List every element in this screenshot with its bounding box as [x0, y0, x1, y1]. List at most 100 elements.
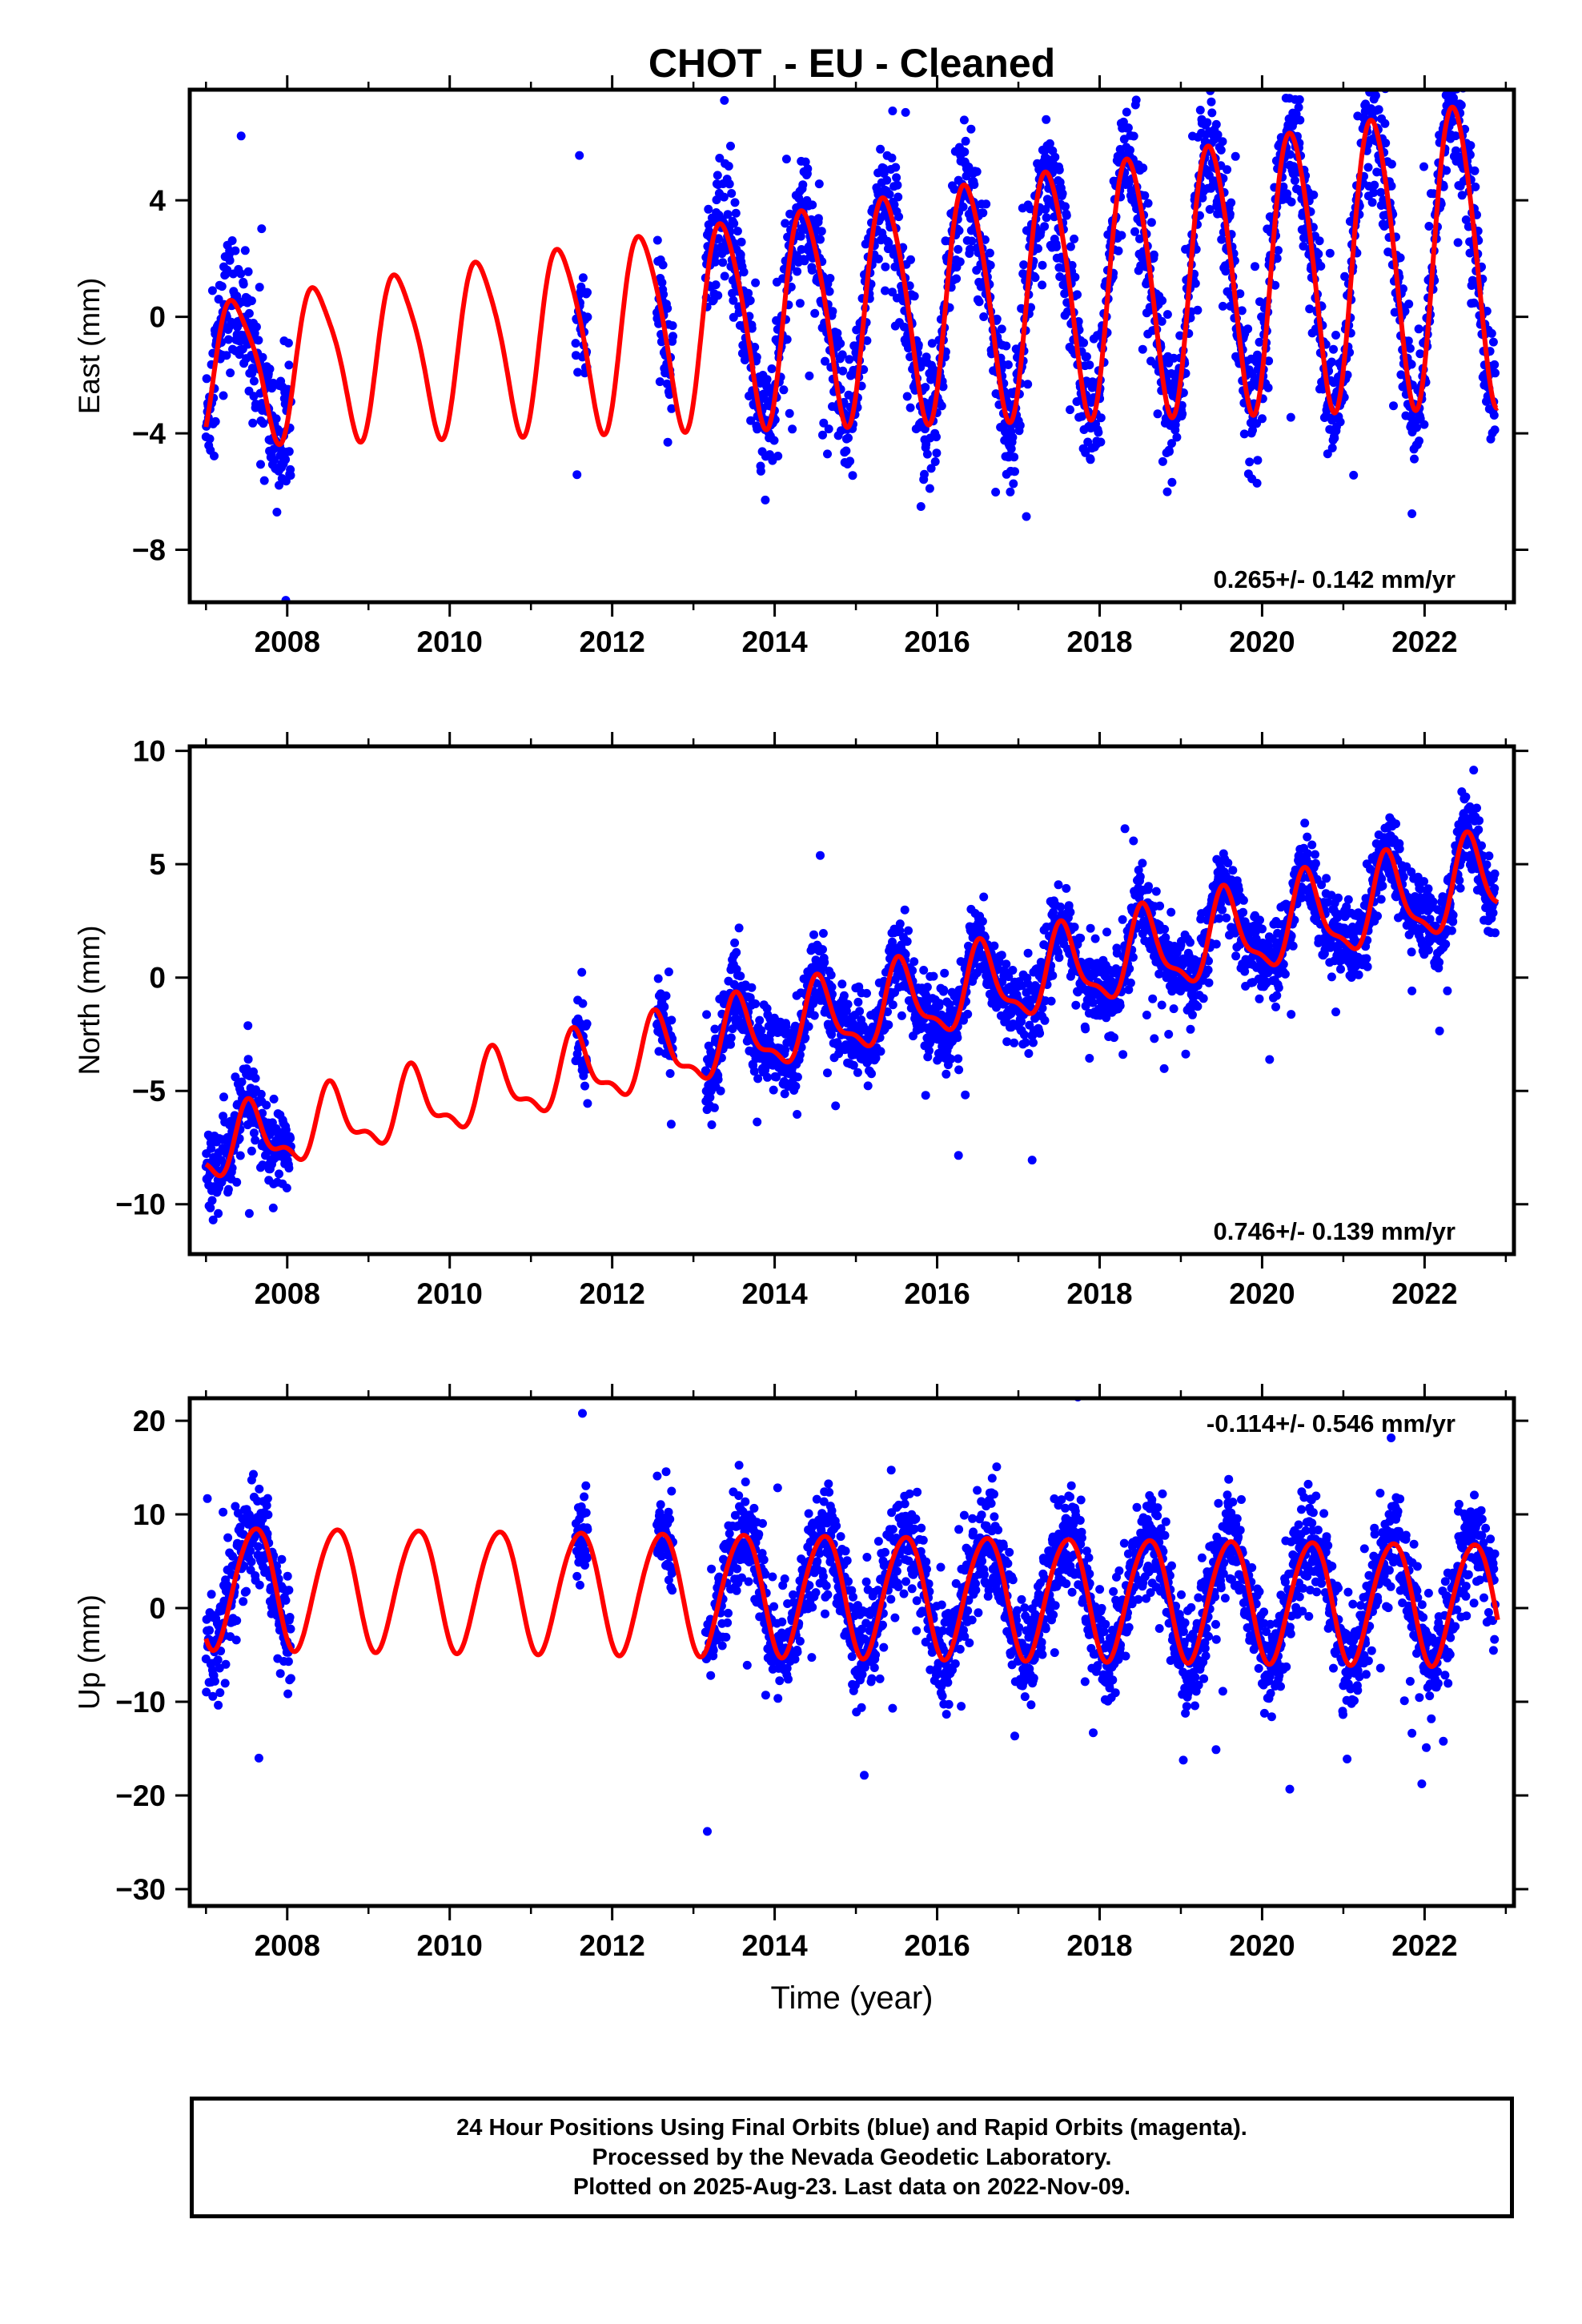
- data-point: [932, 448, 942, 458]
- data-point: [251, 1136, 260, 1145]
- data-point: [275, 480, 283, 490]
- data-point: [1003, 360, 1013, 369]
- data-point: [895, 919, 905, 929]
- data-point: [1415, 436, 1423, 446]
- data-point: [1017, 1017, 1026, 1027]
- data-point: [922, 449, 932, 459]
- data-point: [726, 1039, 735, 1049]
- data-point: [573, 368, 583, 377]
- data-point: [1070, 272, 1080, 282]
- data-point: [1294, 103, 1303, 112]
- data-point: [1222, 913, 1231, 923]
- data-point: [1317, 880, 1327, 890]
- data-point: [710, 257, 720, 267]
- data-point: [1096, 413, 1106, 423]
- data-point: [841, 446, 851, 456]
- data-point: [1165, 447, 1174, 456]
- data-point: [1461, 215, 1471, 224]
- data-point: [1071, 1000, 1081, 1010]
- data-point: [930, 457, 940, 466]
- data-point: [1008, 432, 1018, 442]
- data-point: [1073, 290, 1082, 300]
- data-point: [1135, 234, 1144, 243]
- data-point: [831, 1101, 841, 1111]
- data-point: [1330, 433, 1339, 443]
- data-point: [1414, 324, 1423, 334]
- data-point: [243, 267, 253, 276]
- data-point: [1466, 141, 1476, 151]
- data-point: [710, 1024, 720, 1034]
- data-point: [814, 179, 824, 189]
- data-point: [909, 292, 919, 301]
- data-point: [733, 227, 742, 236]
- data-point: [1488, 337, 1498, 347]
- data-point: [1239, 429, 1249, 439]
- data-point: [747, 324, 757, 333]
- y-tick-label: 0: [149, 301, 166, 334]
- data-point: [954, 244, 963, 254]
- data-point: [889, 200, 899, 209]
- data-point: [720, 271, 729, 281]
- data-point: [920, 469, 929, 479]
- data-point: [1404, 300, 1414, 309]
- data-point: [1064, 901, 1074, 911]
- data-point: [836, 339, 845, 348]
- data-point: [1040, 222, 1050, 231]
- data-point: [801, 157, 810, 167]
- data-point: [954, 1054, 963, 1063]
- data-point: [1207, 97, 1216, 107]
- data-point: [818, 929, 828, 938]
- data-point: [1040, 1015, 1050, 1025]
- data-point: [715, 154, 725, 163]
- data-point: [753, 1117, 762, 1127]
- data-point: [1006, 487, 1015, 497]
- data-point: [1255, 994, 1264, 1003]
- data-point: [849, 1060, 858, 1070]
- data-point: [818, 430, 827, 440]
- data-point: [905, 403, 915, 412]
- data-point: [208, 1215, 218, 1224]
- data-point: [716, 1086, 725, 1096]
- data-point: [921, 383, 930, 392]
- data-point: [1079, 338, 1089, 348]
- data-point: [952, 274, 962, 283]
- data-point: [737, 237, 746, 247]
- data-point: [249, 1128, 259, 1138]
- data-point: [582, 1019, 592, 1028]
- data-point: [1004, 972, 1014, 982]
- data-point: [990, 941, 999, 951]
- data-point: [1363, 163, 1373, 172]
- data-point: [937, 401, 946, 411]
- data-point: [1264, 356, 1274, 366]
- data-point: [926, 464, 936, 473]
- data-point: [1231, 151, 1240, 161]
- data-point: [1400, 307, 1410, 316]
- data-point: [713, 171, 722, 180]
- data-point: [946, 1054, 956, 1063]
- data-point: [1218, 301, 1227, 311]
- plot-frame: [187, 87, 1516, 605]
- data-point: [283, 338, 293, 348]
- data-point: [1143, 199, 1153, 208]
- data-point: [1412, 423, 1421, 432]
- data-point: [1129, 836, 1138, 846]
- figure-title: CHOT - EU - Cleaned: [648, 41, 1055, 86]
- panel-1: 2008 2010 2012 2014 2016 2018 2020 2022−8−404Ea…: [73, 75, 1528, 658]
- data-point: [1403, 336, 1413, 346]
- data-point: [1155, 901, 1165, 911]
- data-point: [225, 255, 235, 265]
- data-point: [1341, 947, 1351, 956]
- x-tick-label: 2018: [1066, 625, 1132, 658]
- data-point: [1042, 115, 1051, 124]
- data-point: [997, 324, 1006, 334]
- data-point: [1245, 457, 1255, 467]
- data-point: [578, 273, 588, 283]
- data-point: [1175, 331, 1185, 340]
- data-point: [1374, 105, 1383, 115]
- data-point: [1023, 948, 1033, 958]
- data-point: [658, 260, 668, 270]
- data-point: [1006, 444, 1016, 453]
- data-point: [955, 257, 965, 267]
- data-point: [1169, 353, 1178, 363]
- data-point: [1243, 324, 1253, 334]
